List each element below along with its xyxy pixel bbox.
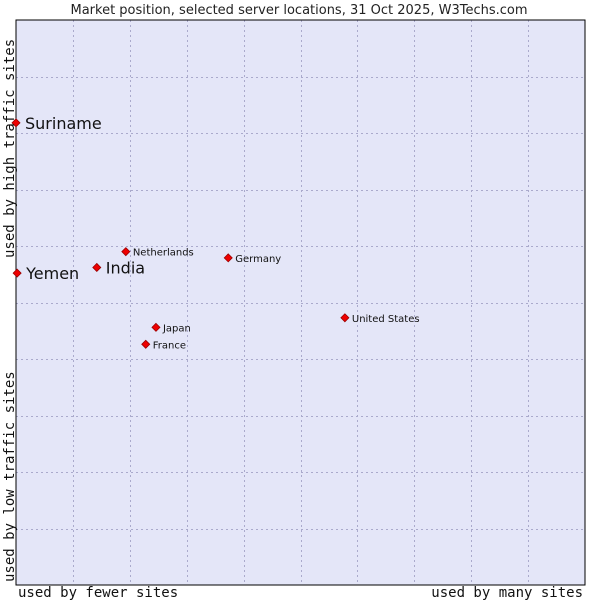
point-label-germany: Germany xyxy=(235,254,281,265)
x-axis-label-right: used by many sites xyxy=(431,585,583,600)
chart-title: Market position, selected server locatio… xyxy=(70,3,527,18)
point-germany xyxy=(223,253,233,263)
point-label-japan: Japan xyxy=(162,323,191,334)
x-axis-label-left: used by fewer sites xyxy=(18,585,178,600)
point-suriname xyxy=(11,118,21,128)
point-label-france: France xyxy=(153,340,186,351)
point-label-suriname: Suriname xyxy=(25,114,102,133)
point-label-yemen: Yemen xyxy=(25,264,79,283)
point-label-united-states: United States xyxy=(352,314,420,325)
point-label-netherlands: Netherlands xyxy=(133,248,194,259)
point-france xyxy=(141,339,151,349)
y-axis-label-bottom: used by low traffic sites xyxy=(2,371,18,582)
point-yemen xyxy=(12,268,22,278)
point-united-states xyxy=(340,313,350,323)
grid-lines xyxy=(16,20,585,585)
plot-border xyxy=(15,19,586,586)
plot-area xyxy=(16,20,585,585)
point-japan xyxy=(151,322,161,332)
point-india xyxy=(92,262,102,273)
point-label-india: India xyxy=(106,258,145,277)
point-netherlands xyxy=(121,247,131,257)
y-axis-label-top: used by high traffic sites xyxy=(2,39,18,258)
